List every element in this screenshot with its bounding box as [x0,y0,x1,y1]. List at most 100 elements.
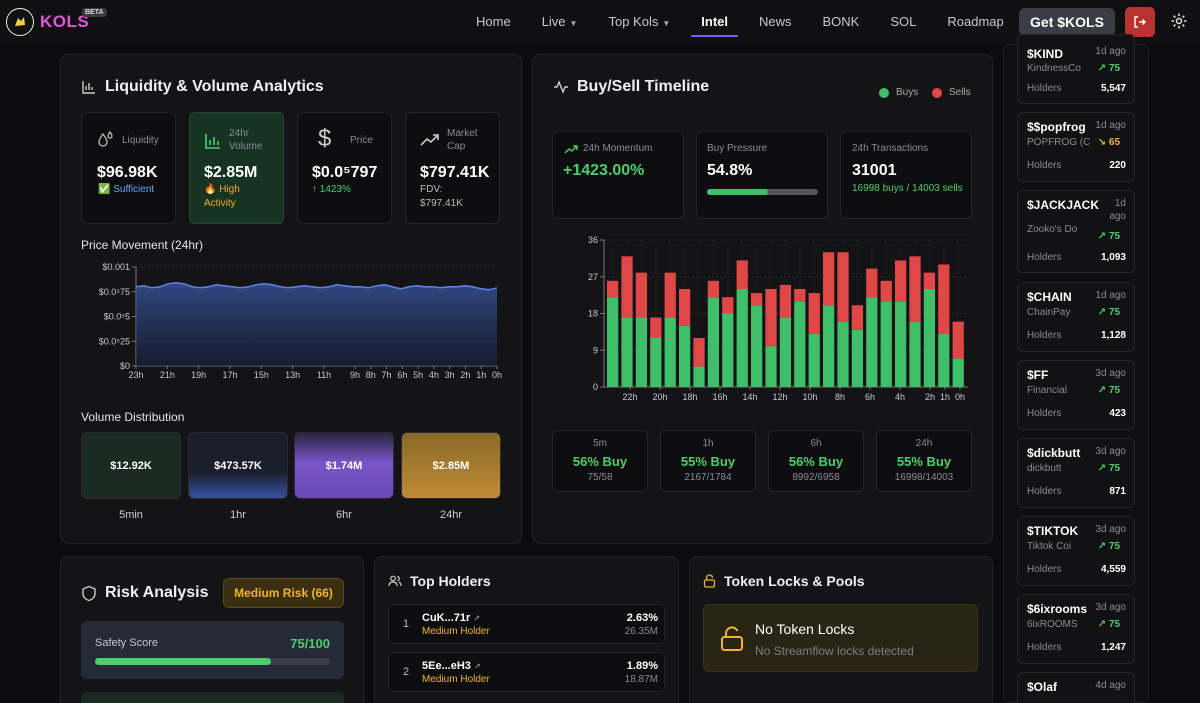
nav-live[interactable]: Live ▼ [541,14,578,29]
token-holders-value: 220 [1109,160,1126,171]
bar-y-tick: 18 [588,309,598,319]
sell-bar [635,272,648,318]
buy-pressure-track [707,189,818,195]
holder-row[interactable]: 2 5Ee...eH3 ↗ Medium Holder 1.89% 18.87M [388,652,665,692]
volume-5min-box[interactable]: $12.92K [81,432,181,499]
holder-tag: Medium Holder [422,626,490,637]
token-age: 3d ago [1095,368,1126,379]
token-holders-value: 1,247 [1100,642,1126,653]
token-card[interactable]: $KIND 1d ago KindnessCo ↗ 75 Holders 5,547 [1017,34,1135,104]
token-card[interactable]: $Olaf 4d ago [1017,672,1135,703]
ratio-value: 56% Buy [572,454,628,469]
transactions-label: 24h Transactions [852,143,929,154]
sell-bar [938,264,950,334]
holder-address[interactable]: CuK...71r ↗ [422,612,481,624]
nav-home[interactable]: Home [476,14,511,29]
buy-bar [808,333,820,387]
price-area [136,282,497,366]
volume-6hr-box[interactable]: $1.74M [294,432,394,499]
token-card[interactable]: $6ixrooms 3d ago 6ixROOMS ↗ 75 Holders 1,247 [1017,594,1135,664]
nav-sol[interactable]: SOL [890,14,917,29]
token-card[interactable]: $JACKJACK 1d ago Zooko's Do ↗ 75 Holders 1,09… [1017,190,1135,273]
buy-bar [736,289,748,387]
buy-bar [837,321,849,387]
buy-bar [650,338,662,387]
safety-score-value: 75/100 [290,636,330,651]
volume-1hr-box[interactable]: $473.57K [188,432,288,499]
get-kols-button[interactable]: Get $KOLS [1019,8,1115,36]
price-x-tick: 15h [254,370,269,380]
token-holders-value: 423 [1109,408,1126,419]
sell-bar [952,321,964,359]
token-age: 4d ago [1095,680,1126,691]
nav-news[interactable]: News [759,14,792,29]
buy-pressure-label: Buy Pressure [707,143,768,154]
token-holders-label: Holders [1027,330,1062,341]
buy-bar [679,325,691,387]
holder-percent: 1.89% [626,660,658,672]
buy-bar [693,366,705,387]
bar-x-tick: 1h [940,392,950,402]
ratio-counts: 16998/14003 [894,472,954,483]
momentum-value: +1423.00% [563,162,645,179]
price-x-tick: 19h [191,370,206,380]
ratio-1h: 1h 55% Buy 2167/1784 [660,430,756,492]
logo-text[interactable]: KOLS [40,12,90,31]
token-name: POPFROG (C [1027,137,1091,148]
no-locks-heading: No Token Locks [755,621,855,637]
settings-button[interactable] [1170,12,1188,35]
nav-top-kols[interactable]: Top Kols ▼ [608,14,671,29]
sell-bar [823,252,835,306]
shield-icon [82,585,96,601]
holder-percent: 2.63% [626,612,658,624]
price-movement-title: Price Movement (24hr) [81,238,204,252]
nav-bonk[interactable]: BONK [822,14,860,29]
token-name: Tiktok Coi [1027,541,1072,552]
locks-title: Token Locks & Pools [703,573,865,589]
stat-label: Market Cap [447,128,478,152]
users-icon [388,575,402,587]
price-x-tick: 3h [445,370,455,380]
volume-period-label: 1hr [230,509,246,521]
nav-intel[interactable]: Intel [691,0,738,44]
stat-sub: ↑ 1423% [312,184,351,195]
volume-24hr-box[interactable]: $2.85M [401,432,501,499]
buy-bar [664,317,676,387]
token-holders-value: 871 [1109,486,1126,497]
holder-row[interactable]: 1 CuK...71r ↗ Medium Holder 2.63% 26.35M [388,604,665,644]
price-x-tick: 23h [128,370,143,380]
ratio-period: 24h [915,438,933,449]
token-card[interactable]: $$popfrog 1d ago POPFROG (C ↘ 65 Holders 220 [1017,112,1135,182]
buy-pressure-fill [707,189,768,195]
token-card[interactable]: $TIKTOK 3d ago Tiktok Coi ↗ 75 Holders 4,559 [1017,516,1135,586]
nav-roadmap[interactable]: Roadmap [947,14,1004,29]
holder-address[interactable]: 5Ee...eH3 ↗ [422,660,481,672]
price-chart: $0.001 $0.0⁵75 $0.0⁵5 $0.0⁵25 $0 23h 21h 19h 17… [99,262,502,380]
token-card[interactable]: $CHAIN 1d ago ChainPay ↗ 75 Holders 1,128 [1017,282,1135,352]
token-holders-value: 5,547 [1100,83,1126,94]
chevron-down-icon: ▼ [662,19,671,28]
chevron-down-icon: ▼ [569,19,578,28]
sell-bar [621,256,633,318]
sell-bar [650,317,662,338]
logo-icon[interactable] [6,8,34,36]
token-age: 1d ago [1109,198,1126,222]
token-card[interactable]: $FF 3d ago Financial ↗ 75 Holders 423 [1017,360,1135,430]
price-y-tick: $0.0⁵25 [99,336,130,346]
trending-up-icon [420,134,439,146]
token-score: ↗ 75 [1097,541,1120,552]
sell-bar [851,305,864,330]
token-card[interactable]: $dickbutt 3d ago dickbutt ↗ 75 Holders 871 [1017,438,1135,508]
sell-bar [693,338,705,367]
legend-sells-label: Sells [949,87,971,98]
buy-bar [707,297,720,387]
logout-button[interactable] [1125,7,1155,37]
token-holders-label: Holders [1027,160,1062,171]
bar-x-tick: 16h [712,392,727,402]
sell-bar [707,280,720,298]
stat-label: 24hr Volume [229,128,263,152]
stat-value: $96.98K [97,164,158,181]
ratio-counts: 75/58 [587,472,613,483]
token-score: ↗ 75 [1097,63,1120,74]
bar-x-tick: 18h [682,392,697,402]
